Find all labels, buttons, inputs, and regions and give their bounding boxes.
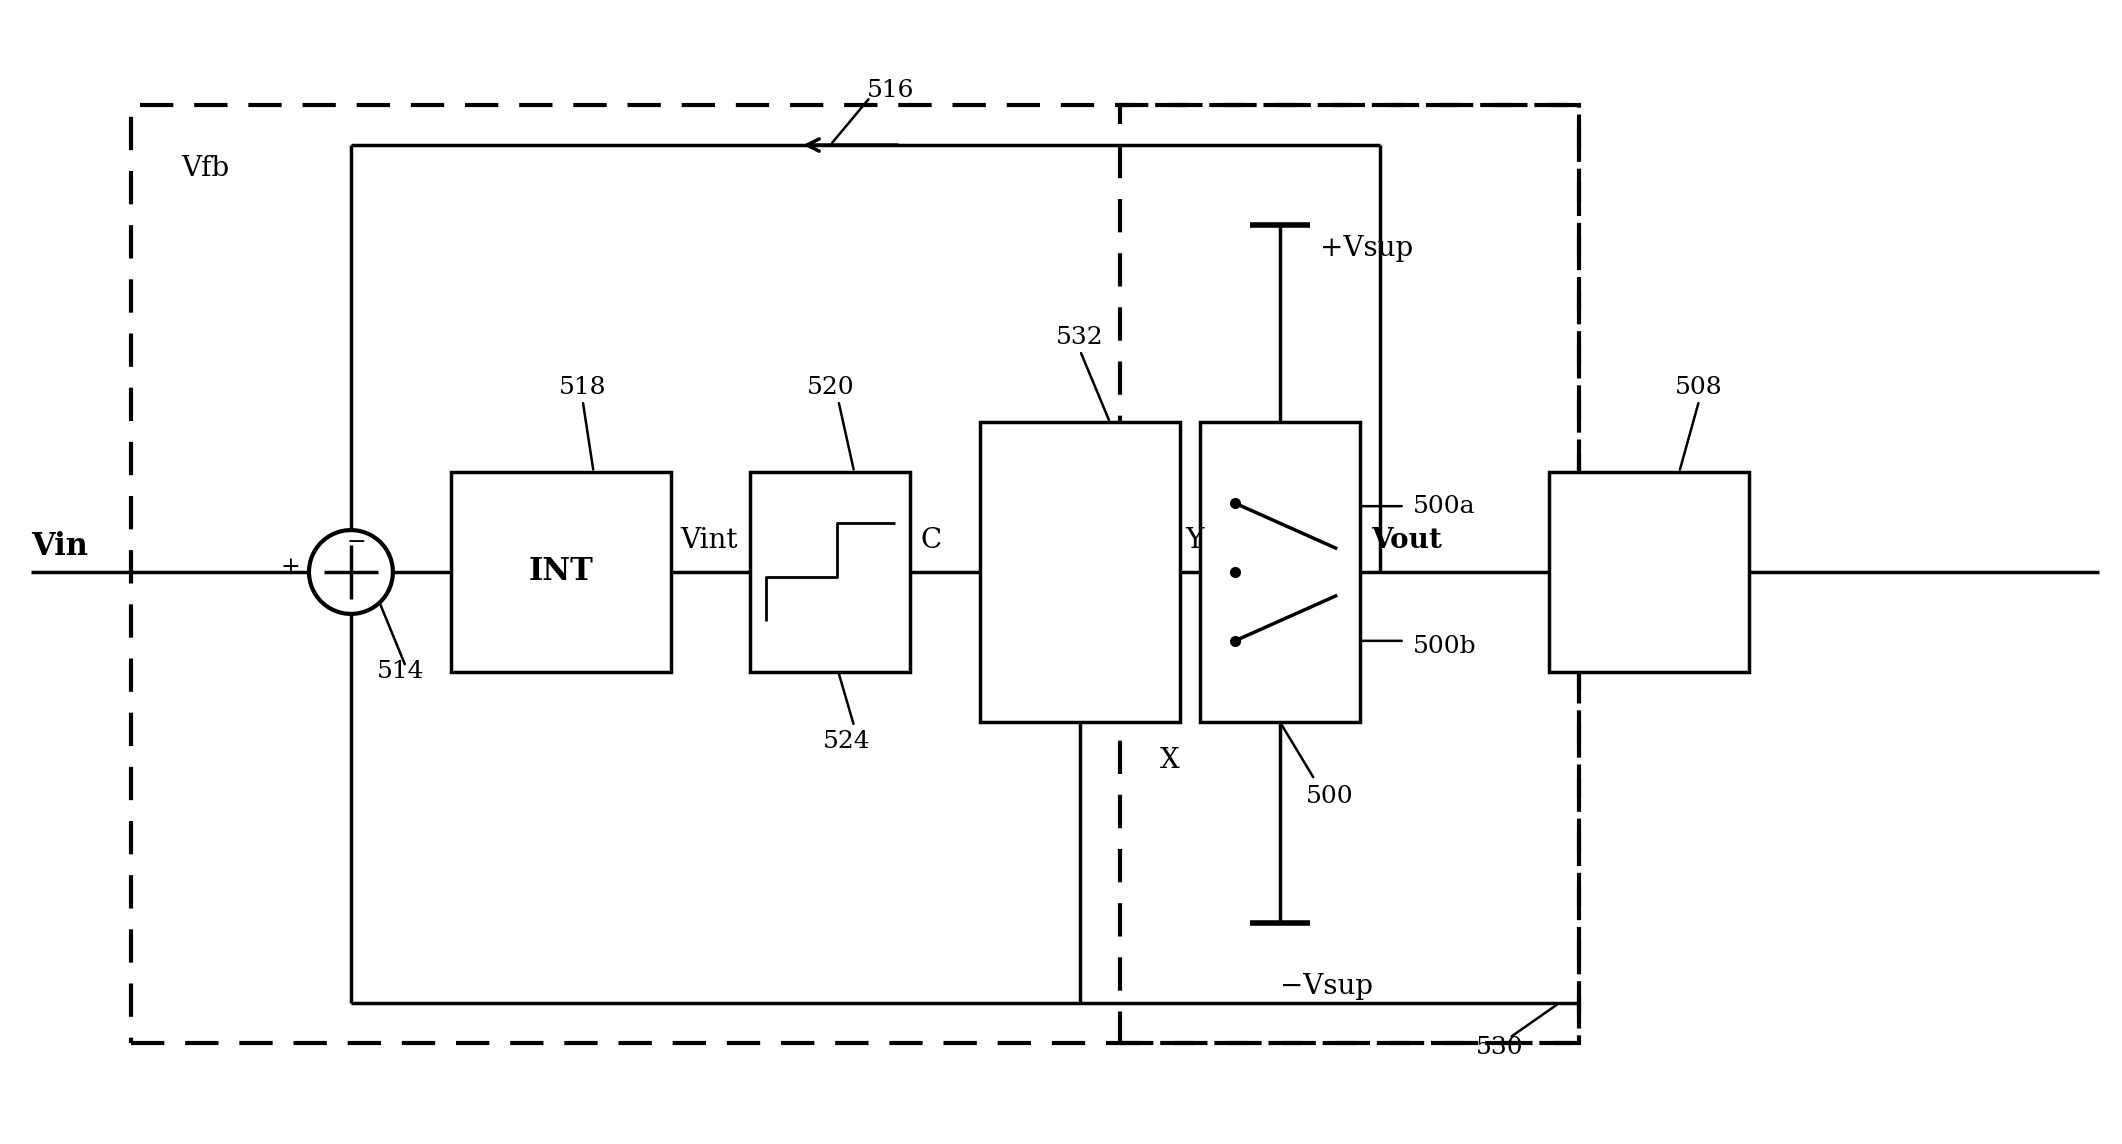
Text: +: + — [280, 556, 299, 579]
Bar — [132, 105, 1579, 1043]
Text: 500: 500 — [1305, 785, 1354, 808]
Text: X: X — [1161, 747, 1180, 773]
Text: 514: 514 — [378, 660, 424, 683]
Text: Y: Y — [1184, 527, 1203, 554]
Text: 520: 520 — [806, 376, 855, 399]
Text: Vint: Vint — [681, 527, 738, 554]
Text: +Vsup: +Vsup — [1320, 235, 1413, 262]
Text: C: C — [921, 527, 942, 554]
Bar — [1120, 105, 1579, 1043]
Text: 530: 530 — [1475, 1036, 1524, 1059]
Text: −: − — [346, 531, 365, 554]
Text: 500b: 500b — [1413, 635, 1477, 658]
Bar — [1549, 472, 1749, 672]
Text: −Vsup: −Vsup — [1280, 974, 1373, 1000]
Text: 518: 518 — [558, 376, 607, 399]
Text: 500a: 500a — [1413, 494, 1475, 518]
Bar — [450, 472, 671, 672]
Text: 508: 508 — [1676, 376, 1723, 399]
Bar — [1199, 422, 1360, 722]
Text: 516: 516 — [866, 79, 915, 102]
Text: Vout: Vout — [1371, 527, 1443, 554]
Text: Vin: Vin — [32, 531, 89, 562]
Text: Vfb: Vfb — [180, 156, 229, 182]
Text: 524: 524 — [823, 730, 870, 753]
Bar — [751, 472, 910, 672]
Text: 532: 532 — [1057, 326, 1103, 349]
Bar — [980, 422, 1180, 722]
Text: INT: INT — [528, 556, 592, 588]
